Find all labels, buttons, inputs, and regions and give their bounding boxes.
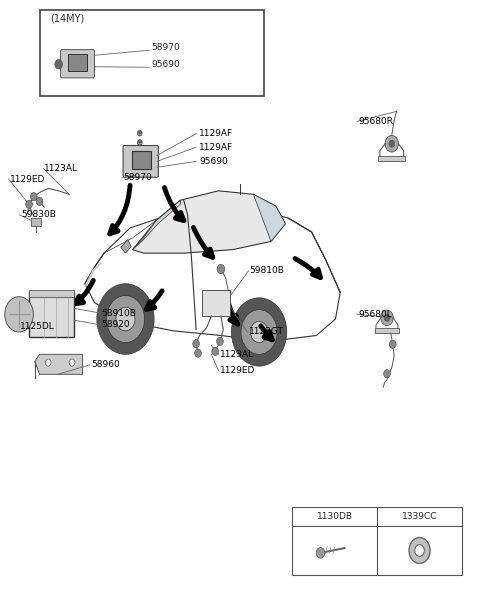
Text: 95680L: 95680L bbox=[359, 310, 392, 319]
Text: 58910B: 58910B bbox=[102, 309, 136, 317]
Circle shape bbox=[384, 314, 390, 322]
Circle shape bbox=[97, 284, 154, 355]
Circle shape bbox=[5, 297, 34, 332]
Polygon shape bbox=[120, 239, 131, 253]
Bar bbox=[29, 292, 74, 337]
Polygon shape bbox=[132, 200, 180, 249]
Bar bbox=[202, 290, 230, 316]
Circle shape bbox=[381, 310, 393, 326]
Text: 58970: 58970 bbox=[123, 173, 152, 183]
Text: 1123GT: 1123GT bbox=[249, 327, 284, 336]
Text: 1129AF: 1129AF bbox=[199, 143, 234, 152]
Circle shape bbox=[389, 140, 395, 147]
Polygon shape bbox=[253, 194, 285, 241]
Circle shape bbox=[195, 349, 201, 358]
Bar bbox=[292, 507, 462, 575]
Bar bbox=[39, 10, 264, 96]
Circle shape bbox=[26, 200, 33, 209]
Text: (14MY): (14MY) bbox=[50, 14, 84, 24]
FancyBboxPatch shape bbox=[123, 145, 158, 177]
Text: 58960: 58960 bbox=[91, 361, 120, 369]
Text: 95690: 95690 bbox=[199, 157, 228, 166]
Text: 95690: 95690 bbox=[152, 60, 180, 69]
Text: 95680R: 95680R bbox=[359, 117, 393, 126]
Text: 1339CC: 1339CC bbox=[402, 512, 437, 521]
Text: 1125DL: 1125DL bbox=[20, 322, 54, 330]
Text: 1123AL: 1123AL bbox=[44, 164, 78, 173]
Circle shape bbox=[316, 547, 325, 558]
Circle shape bbox=[137, 130, 142, 136]
Text: 1123AL: 1123AL bbox=[220, 350, 254, 359]
Polygon shape bbox=[85, 209, 340, 342]
Circle shape bbox=[69, 359, 75, 366]
Circle shape bbox=[415, 545, 424, 556]
Circle shape bbox=[241, 310, 277, 355]
Circle shape bbox=[217, 264, 225, 274]
Text: 58970: 58970 bbox=[152, 43, 180, 52]
Polygon shape bbox=[35, 355, 83, 374]
Circle shape bbox=[389, 340, 396, 349]
Bar bbox=[132, 151, 151, 169]
Text: 58920: 58920 bbox=[102, 320, 130, 329]
Circle shape bbox=[45, 359, 51, 366]
Circle shape bbox=[36, 197, 43, 206]
Bar bbox=[29, 290, 74, 297]
Circle shape bbox=[231, 298, 287, 366]
Text: 1129ED: 1129ED bbox=[10, 174, 45, 184]
Bar bbox=[31, 218, 41, 226]
Circle shape bbox=[107, 296, 144, 343]
Circle shape bbox=[116, 307, 135, 331]
Text: 1129AF: 1129AF bbox=[199, 129, 234, 138]
Circle shape bbox=[216, 337, 223, 346]
Circle shape bbox=[31, 193, 37, 201]
Circle shape bbox=[251, 322, 268, 343]
Circle shape bbox=[137, 139, 142, 145]
Circle shape bbox=[193, 340, 199, 348]
Text: 59810B: 59810B bbox=[250, 267, 285, 275]
Circle shape bbox=[55, 60, 62, 69]
Text: 59830B: 59830B bbox=[22, 210, 56, 219]
Circle shape bbox=[212, 348, 218, 356]
Bar bbox=[375, 329, 399, 333]
Polygon shape bbox=[132, 191, 285, 253]
Circle shape bbox=[409, 538, 430, 563]
Bar bbox=[68, 54, 87, 72]
Bar bbox=[378, 155, 405, 161]
Text: 1129ED: 1129ED bbox=[220, 366, 255, 375]
Circle shape bbox=[384, 369, 390, 378]
Circle shape bbox=[385, 135, 398, 152]
Text: 1130DB: 1130DB bbox=[317, 512, 353, 521]
FancyBboxPatch shape bbox=[60, 50, 95, 78]
